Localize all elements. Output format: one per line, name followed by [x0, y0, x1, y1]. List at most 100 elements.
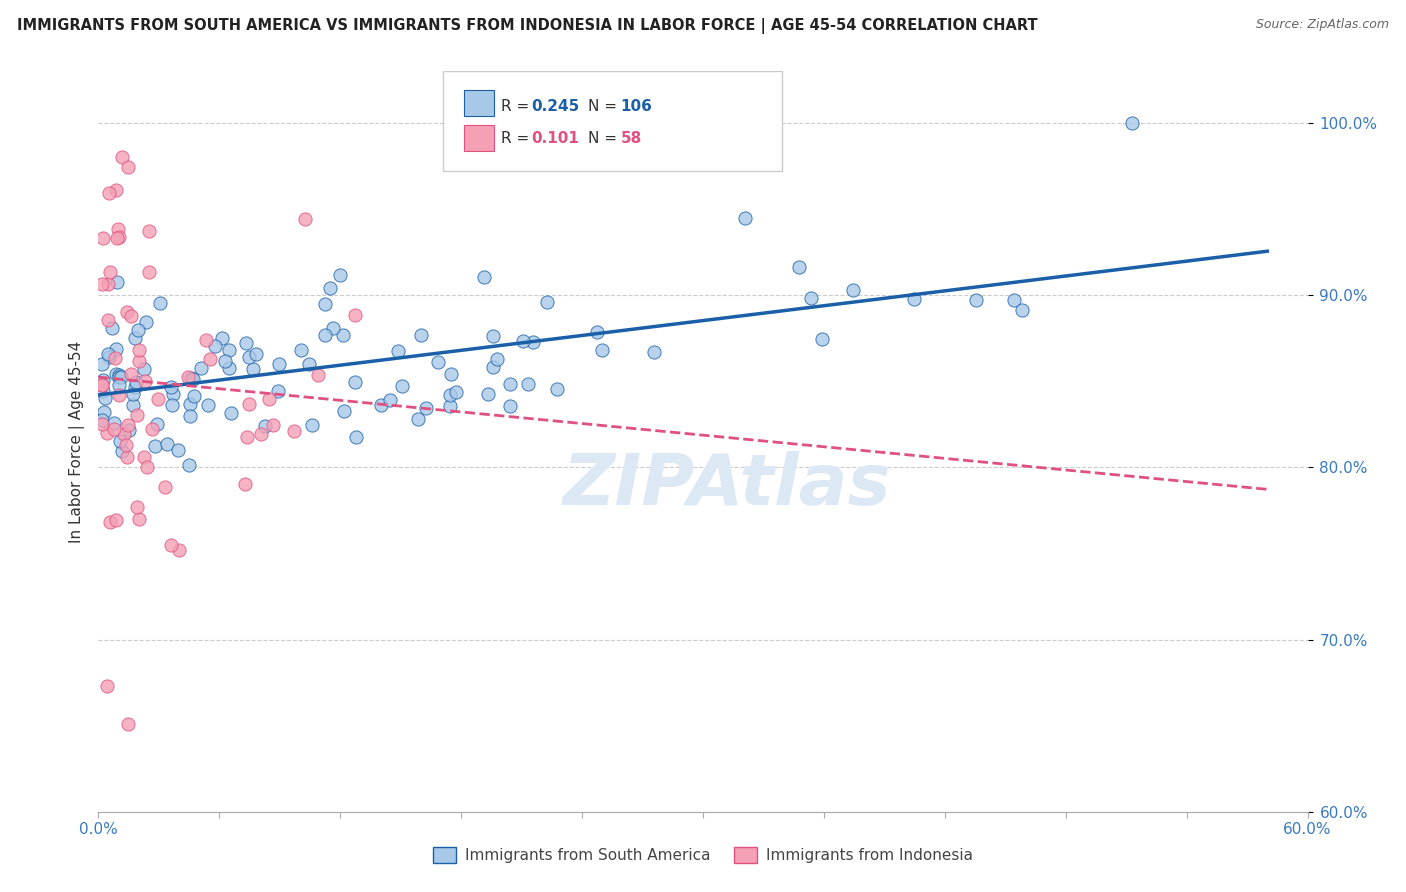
Point: [427, 355, 450, 369]
Point: [105, 183, 128, 197]
Point: [128, 512, 150, 526]
Point: [370, 398, 392, 412]
Point: [204, 339, 226, 353]
Point: [104, 351, 127, 366]
Point: [117, 417, 139, 432]
Point: [267, 384, 290, 399]
Point: [387, 344, 409, 359]
Point: [444, 384, 467, 399]
Point: [245, 347, 267, 361]
Point: [120, 310, 142, 324]
Point: [253, 419, 276, 434]
Point: [104, 342, 127, 356]
Point: [516, 376, 538, 391]
Point: [146, 417, 169, 431]
Point: [344, 375, 367, 389]
Point: [91, 357, 114, 371]
Point: [536, 294, 558, 309]
Point: [439, 399, 461, 413]
Point: [842, 283, 865, 297]
Point: [301, 417, 323, 432]
Point: [107, 222, 129, 236]
Y-axis label: In Labor Force | Age 45-54: In Labor Force | Age 45-54: [69, 341, 84, 542]
Point: [522, 334, 544, 349]
Point: [482, 328, 505, 343]
Point: [91, 413, 114, 427]
Point: [108, 388, 131, 402]
Point: [103, 416, 125, 430]
Point: [91, 277, 114, 291]
Point: [91, 378, 114, 392]
Point: [242, 362, 264, 376]
Point: [156, 437, 179, 451]
Point: [439, 388, 461, 402]
Point: [134, 374, 156, 388]
Point: [343, 308, 366, 322]
Point: [294, 212, 316, 227]
Point: [136, 460, 159, 475]
Point: [153, 480, 176, 494]
Point: [787, 260, 810, 275]
Point: [643, 345, 665, 359]
Point: [167, 442, 190, 457]
Point: [128, 354, 150, 368]
Point: [1002, 293, 1025, 307]
Point: [378, 393, 401, 408]
Point: [238, 350, 260, 364]
Point: [250, 426, 273, 441]
Point: [96, 425, 118, 440]
Point: [180, 371, 202, 385]
FancyBboxPatch shape: [443, 71, 782, 171]
Point: [903, 293, 925, 307]
Point: [97, 277, 120, 291]
Point: [297, 357, 319, 371]
Point: [283, 424, 305, 438]
Point: [128, 343, 150, 358]
Point: [107, 368, 129, 383]
Text: 106: 106: [621, 99, 652, 114]
Point: [104, 368, 127, 382]
Point: [218, 360, 240, 375]
Point: [125, 500, 148, 514]
Point: [290, 343, 312, 358]
Point: [141, 422, 163, 436]
Point: [134, 361, 156, 376]
Point: [100, 321, 122, 335]
Point: [219, 406, 242, 420]
Point: [162, 386, 184, 401]
Point: [159, 538, 181, 552]
Point: [800, 291, 823, 305]
Point: [117, 716, 139, 731]
Point: [477, 386, 499, 401]
Point: [236, 429, 259, 443]
Text: N =: N =: [588, 99, 621, 114]
Point: [211, 330, 233, 344]
Point: [472, 269, 495, 284]
Point: [307, 368, 329, 382]
Point: [332, 404, 354, 418]
Point: [110, 434, 132, 448]
FancyBboxPatch shape: [464, 90, 494, 116]
Point: [238, 397, 260, 411]
Point: [98, 186, 121, 200]
Point: [108, 370, 131, 384]
Point: [117, 160, 139, 174]
Point: [482, 359, 505, 374]
Point: [177, 370, 200, 384]
Point: [103, 422, 125, 436]
Point: [262, 417, 284, 432]
Point: [91, 417, 114, 432]
Point: [314, 297, 336, 311]
Legend: Immigrants from South America, Immigrants from Indonesia: Immigrants from South America, Immigrant…: [426, 839, 980, 871]
Point: [98, 516, 121, 530]
Point: [122, 398, 145, 412]
Point: [269, 358, 291, 372]
Point: [105, 275, 128, 289]
Point: [332, 328, 354, 343]
Point: [135, 315, 157, 329]
FancyBboxPatch shape: [464, 125, 494, 151]
Point: [322, 321, 344, 335]
Point: [134, 450, 156, 464]
Point: [197, 398, 219, 412]
Point: [91, 377, 114, 392]
